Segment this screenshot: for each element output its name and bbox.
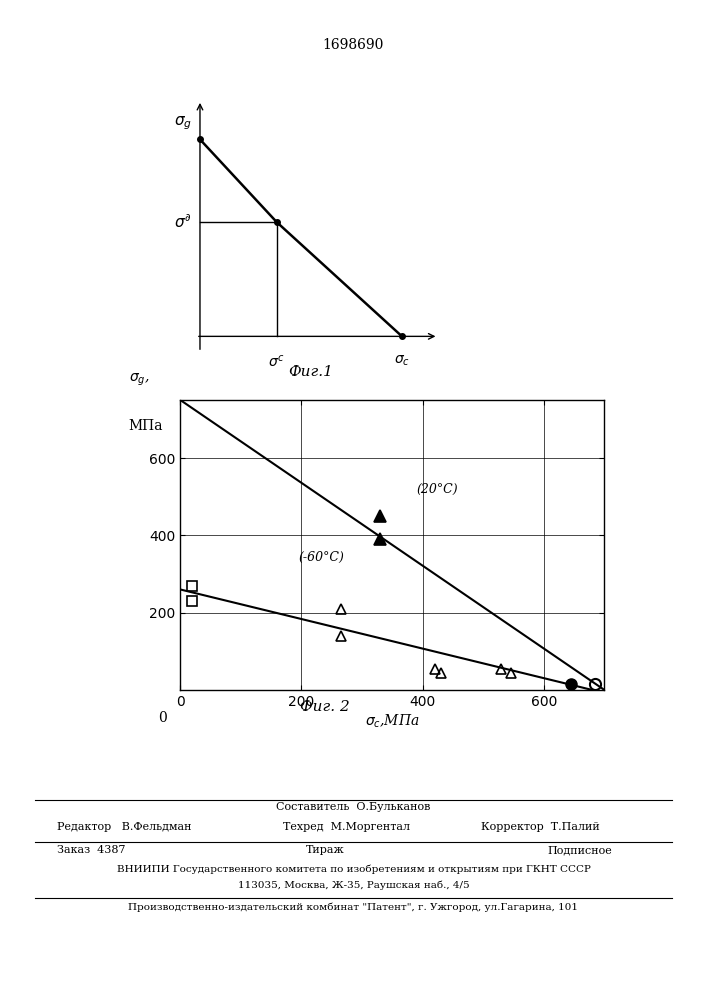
Text: Составитель  О.Бульканов: Составитель О.Бульканов [276, 802, 431, 812]
Text: 0: 0 [158, 711, 166, 725]
Text: Корректор  Т.Палий: Корректор Т.Палий [481, 822, 600, 832]
Text: Фиг.1: Фиг.1 [288, 365, 334, 379]
Text: Подписное: Подписное [547, 845, 612, 855]
X-axis label: $\sigma_c$,МПа: $\sigma_c$,МПа [365, 713, 420, 730]
Text: 113035, Москва, Ж-35, Раушская наб., 4/5: 113035, Москва, Ж-35, Раушская наб., 4/5 [238, 881, 469, 890]
Text: $\sigma_g$,: $\sigma_g$, [129, 372, 150, 388]
Text: Производственно-издательский комбинат "Патент", г. Ужгород, ул.Гагарина, 101: Производственно-издательский комбинат "П… [129, 902, 578, 912]
Text: Редактор   В.Фельдман: Редактор В.Фельдман [57, 822, 191, 832]
Text: $\sigma_g$: $\sigma_g$ [174, 114, 192, 132]
Text: Заказ  4387: Заказ 4387 [57, 845, 125, 855]
Text: $\sigma^c$: $\sigma^c$ [269, 354, 285, 370]
Text: $\sigma^{\partial}$: $\sigma^{\partial}$ [175, 213, 192, 231]
Text: Тираж: Тираж [306, 845, 344, 855]
Text: 1698690: 1698690 [323, 38, 384, 52]
Text: Техред  М.Моргентал: Техред М.Моргентал [283, 822, 410, 832]
Text: (20°C): (20°C) [416, 483, 458, 496]
Text: (-60°C): (-60°C) [298, 550, 344, 563]
Text: ВНИИПИ Государственного комитета по изобретениям и открытиям при ГКНТ СССР: ВНИИПИ Государственного комитета по изоб… [117, 865, 590, 874]
Text: МПа: МПа [129, 419, 163, 433]
Text: Фиг. 2: Фиг. 2 [300, 700, 350, 714]
Text: $\sigma_c$: $\sigma_c$ [394, 354, 410, 368]
